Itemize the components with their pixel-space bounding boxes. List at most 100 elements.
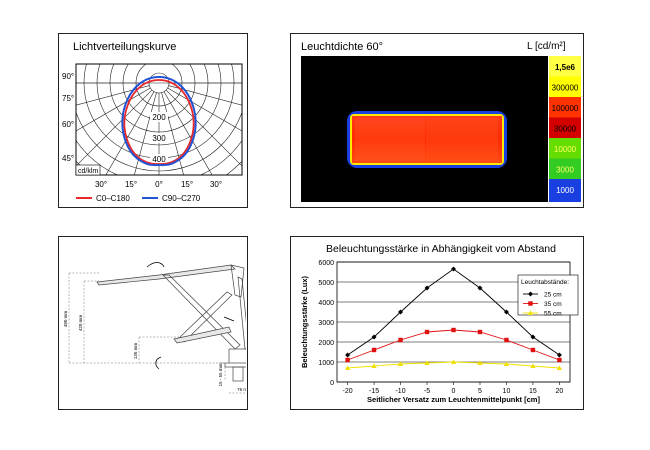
lower-lamp-head bbox=[173, 326, 232, 344]
luminance-scale-label: 300000 bbox=[552, 84, 579, 93]
y-tick-label: 3000 bbox=[318, 320, 334, 327]
polar-grid-lines bbox=[76, 64, 242, 175]
dim-label-420: 420 mm bbox=[78, 315, 83, 332]
data-point bbox=[398, 337, 403, 343]
legend-label-c90: C90–C270 bbox=[162, 194, 201, 203]
data-point bbox=[424, 329, 430, 335]
luminance-scale-label: 100000 bbox=[552, 104, 579, 113]
legend-marker bbox=[527, 310, 534, 315]
legend-label: 35 cm bbox=[544, 301, 562, 308]
polar-radial-label: 200 bbox=[152, 113, 166, 122]
luminance-unit: L [cd/m²] bbox=[527, 41, 566, 52]
data-point bbox=[397, 361, 404, 366]
luminance-hot-area-left bbox=[355, 118, 425, 161]
x-tick-label: -20 bbox=[343, 388, 353, 395]
legend-label: 25 cm bbox=[544, 292, 562, 299]
polar-chart: 90°75°60°45°90°75°60°45°30°15°0°15°30°20… bbox=[62, 63, 243, 203]
x-tick-label: 10 bbox=[503, 388, 511, 395]
polar-grid bbox=[75, 63, 243, 176]
polar-radial-label-bg bbox=[150, 154, 168, 164]
data-point bbox=[450, 359, 457, 364]
data-point bbox=[530, 363, 536, 368]
y-axis-label: Beleuchtungsstärke (Lux) bbox=[300, 275, 309, 368]
polar-angle-left: 45° bbox=[62, 154, 74, 163]
diagonal-arm-1 bbox=[162, 274, 241, 350]
luminance-scale-band bbox=[549, 158, 581, 179]
data-point bbox=[557, 357, 562, 363]
data-point bbox=[530, 347, 536, 353]
data-point bbox=[424, 285, 430, 291]
y-tick-label: 5000 bbox=[318, 280, 334, 287]
polar-radial-label: 400 bbox=[152, 155, 166, 164]
polar-angle-left: 75° bbox=[62, 94, 74, 103]
dim-label-480: 480 mm bbox=[63, 311, 68, 328]
x-tick-label: 15 bbox=[529, 388, 537, 395]
polar-angle-left: 60° bbox=[62, 120, 74, 129]
data-point bbox=[371, 334, 377, 340]
luminance-scale-band bbox=[549, 117, 581, 138]
polar-angle-bottom: 15° bbox=[125, 180, 137, 189]
vertical-arm bbox=[237, 276, 246, 350]
data-point bbox=[344, 365, 351, 370]
luminance-image: 1,5e6 300000 100000 30000 10000 3000 1000 bbox=[301, 56, 581, 202]
data-point bbox=[371, 347, 377, 353]
luminance-scale-band bbox=[549, 76, 581, 97]
data-point bbox=[424, 360, 430, 365]
legend-box bbox=[517, 274, 579, 316]
luminance-scale-label: 10000 bbox=[554, 145, 577, 154]
polar-angle-bottom: 0° bbox=[155, 180, 163, 189]
illuminance-panel: Beleuchtungsstärke in Abhängigkeit vom A… bbox=[290, 236, 584, 410]
data-point bbox=[345, 357, 350, 363]
y-tick-label: 4000 bbox=[318, 300, 334, 307]
x-tick-label: -10 bbox=[395, 388, 405, 395]
data-point bbox=[451, 266, 456, 272]
legend-title: Leuchtabstände: bbox=[521, 279, 569, 286]
y-tick-label: 6000 bbox=[318, 260, 334, 267]
x-axis-label: Seitlicher Versatz zum Leuchtenmittelpun… bbox=[367, 395, 540, 404]
data-point bbox=[477, 285, 483, 291]
legend-label-c0: C0–C180 bbox=[96, 194, 130, 203]
polar-angle-bottom: 30° bbox=[95, 180, 107, 189]
polar-radial-label: 300 bbox=[152, 134, 166, 143]
data-point bbox=[345, 352, 351, 358]
dim-label-15-55: 15 - 55 mm bbox=[218, 363, 223, 386]
data-point bbox=[504, 337, 509, 343]
luminance-scale-bottom bbox=[549, 199, 581, 202]
x-tick-label: -5 bbox=[424, 388, 430, 395]
polar-radial-label-bg bbox=[150, 133, 168, 143]
data-point bbox=[477, 329, 483, 335]
luminance-title: Leuchtdichte 60° bbox=[301, 41, 384, 53]
luminance-scale-label: 3000 bbox=[556, 166, 574, 175]
move-arrow bbox=[223, 316, 235, 322]
luminance-scale-band bbox=[549, 179, 581, 200]
lamp-arms bbox=[96, 262, 246, 382]
lamp-base bbox=[228, 348, 246, 364]
data-point bbox=[556, 352, 562, 358]
luminance-scale-label: 30000 bbox=[554, 125, 577, 134]
dim-label-76: 76 mm bbox=[237, 387, 246, 392]
upper-joint bbox=[230, 264, 245, 298]
illuminance-chart: Beleuchtungsstärke in Abhängigkeit vom A… bbox=[300, 243, 579, 404]
luminance-hot-area bbox=[352, 116, 502, 163]
data-point bbox=[451, 327, 456, 333]
luminance-scale-label: 1000 bbox=[556, 186, 574, 195]
chart-title: Beleuchtungsstärke in Abhängigkeit vom A… bbox=[326, 243, 556, 255]
data-point bbox=[556, 365, 563, 370]
data-point bbox=[398, 309, 404, 315]
polar-angle-bottom: 30° bbox=[210, 180, 222, 189]
polar-unit: cd/klm bbox=[78, 168, 98, 175]
y-tick-label: 2000 bbox=[318, 340, 334, 347]
curve-c90-c270 bbox=[121, 75, 197, 167]
data-point bbox=[477, 360, 483, 365]
x-tick-label: 20 bbox=[556, 388, 564, 395]
polar-unit-box bbox=[75, 164, 101, 176]
legend-marker bbox=[528, 291, 533, 297]
luminance-scale-label: 1,5e6 bbox=[555, 63, 576, 72]
series-line-35cm bbox=[347, 329, 560, 361]
rotate-arrow-head bbox=[155, 356, 162, 370]
data-point bbox=[371, 363, 377, 368]
legend-label: 55 cm bbox=[544, 311, 562, 318]
rotate-arrow-top bbox=[146, 262, 165, 268]
x-tick-label: 5 bbox=[478, 388, 482, 395]
